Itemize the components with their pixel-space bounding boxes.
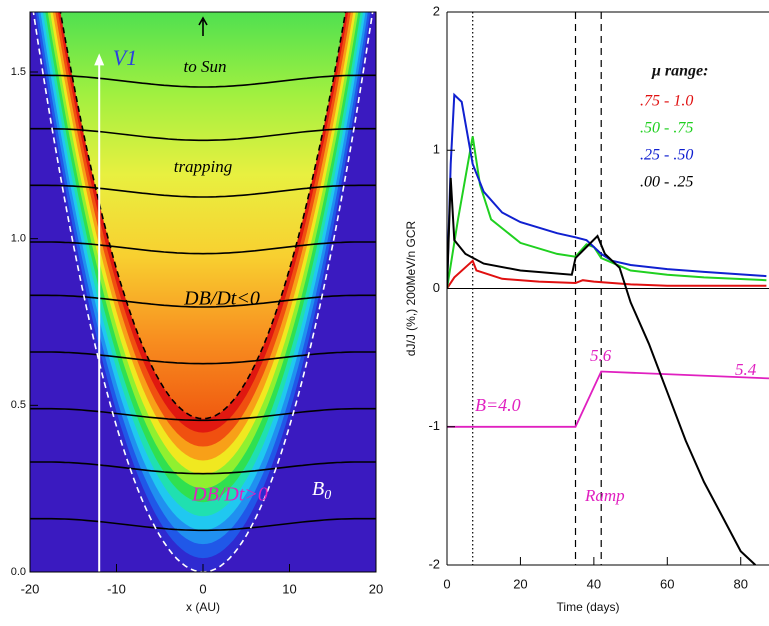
field-line — [30, 241, 376, 255]
annotation: DB/Dt>0 — [191, 484, 268, 506]
x-tick-label: 20 — [369, 581, 383, 596]
sun-arrow — [198, 16, 208, 36]
field-line — [30, 184, 376, 198]
y-tick-label: 0.0 — [11, 566, 26, 578]
y-tick-label: -2 — [428, 556, 440, 571]
x-tick-label: 10 — [282, 581, 296, 596]
b-label: Ramp — [584, 486, 625, 505]
annotation: to Sun — [184, 57, 227, 76]
field-line — [30, 407, 376, 422]
legend-title: μ range: — [651, 63, 708, 80]
y-tick-label: 0 — [433, 280, 440, 295]
b-label: B=4.0 — [475, 395, 521, 415]
y-tick-label: 0.5 — [11, 399, 26, 411]
legend-entry: .00 - .25 — [640, 174, 693, 191]
y-axis-label: dJ/J (%,) 200MeV/n GCR — [404, 220, 418, 356]
b0-base: B — [312, 478, 324, 500]
contour-interior — [60, 12, 346, 419]
annotation: trapping — [174, 157, 233, 176]
x-tick-label: 80 — [733, 576, 747, 591]
series-line — [447, 177, 757, 565]
b0-subscript: 0 — [324, 488, 331, 503]
x-tick-label: -10 — [107, 581, 126, 596]
annotation: V1 — [113, 45, 137, 70]
y-tick-label: 1 — [433, 142, 440, 157]
x-tick-label: 0 — [443, 576, 450, 591]
field-line — [30, 127, 376, 142]
series-line — [447, 259, 767, 290]
b0-label: B0 — [312, 478, 331, 504]
field-line — [30, 294, 376, 308]
field-line — [30, 517, 376, 532]
x-tick-label: 20 — [513, 576, 527, 591]
legend-entry: .75 - 1.0 — [640, 93, 693, 110]
v1-arrowhead — [94, 53, 105, 66]
b-profile — [447, 370, 769, 428]
series-line — [447, 92, 767, 289]
x-axis-label: Time (days) — [557, 600, 620, 614]
contour-plot — [30, 12, 376, 572]
y-tick-label: 2 — [433, 3, 440, 18]
field-line — [30, 74, 376, 88]
b-label: 5.4 — [735, 360, 757, 379]
b-label: 5.6 — [590, 346, 612, 365]
y-tick-label: 1.5 — [11, 66, 26, 78]
line-plot — [447, 12, 769, 565]
x-tick-label: -20 — [21, 581, 40, 596]
legend-entry: .50 - .75 — [640, 120, 693, 137]
annotation: DB/Dt<0 — [183, 288, 260, 310]
x-tick-label: 0 — [199, 581, 206, 596]
legend-entry: .25 - .50 — [640, 147, 693, 164]
x-axis-label: x (AU) — [186, 600, 220, 614]
field-line — [30, 461, 376, 475]
field-line — [30, 351, 376, 365]
x-tick-label: 40 — [587, 576, 601, 591]
y-tick-label: 1.0 — [11, 233, 26, 245]
y-tick-label: -1 — [428, 418, 440, 433]
x-tick-label: 60 — [660, 576, 674, 591]
